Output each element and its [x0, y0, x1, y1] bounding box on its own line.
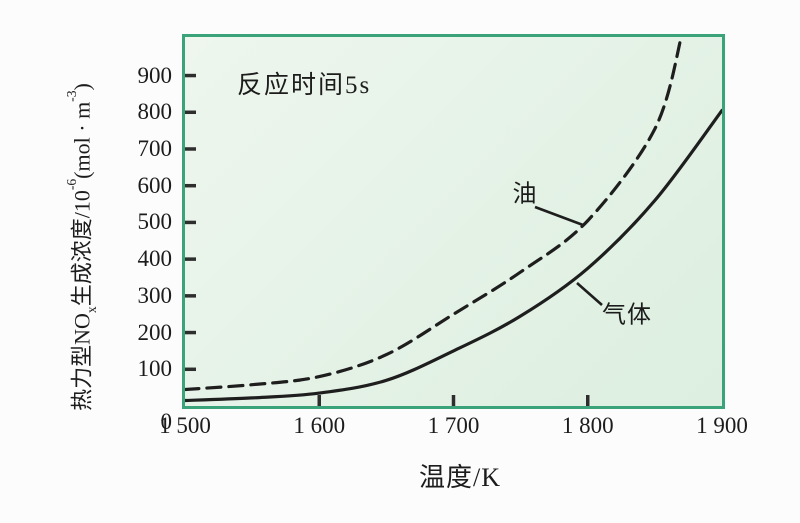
y-tick-label: 0: [160, 409, 173, 434]
y-tick-label: 500: [137, 209, 173, 235]
y-tick-label: 600: [137, 172, 173, 198]
x-tick-label: 1 500: [159, 413, 211, 438]
y-tick-label: 300: [137, 282, 173, 308]
y-tick-label: 700: [137, 135, 173, 161]
y-tick-label: 800: [137, 99, 173, 125]
x-axis-title: 温度/K: [418, 463, 501, 492]
x-tick-label: 1 900: [696, 413, 748, 438]
series-label-gas: 气体: [602, 302, 652, 329]
series-label-oil: 油: [512, 181, 538, 208]
series-line-gas: [185, 108, 722, 403]
series-leader-gas: [576, 282, 603, 306]
series-leader-oil: [534, 205, 584, 227]
x-tick-label: 1 600: [293, 413, 346, 438]
plot-area: 反应时间5s 气体 油: [182, 34, 725, 409]
y-tick-label: 400: [137, 246, 173, 272]
series-line-oil: [185, 37, 683, 392]
y-tick-label: 900: [137, 62, 173, 88]
y-tick-label: 200: [137, 319, 173, 345]
x-tick-label: 1 700: [427, 413, 480, 438]
y-tick-label: 100: [137, 356, 173, 382]
chart-canvas: [185, 37, 722, 406]
reaction-time-annotation: 反应时间5s: [237, 72, 372, 99]
x-tick-label: 1 800: [561, 413, 614, 438]
